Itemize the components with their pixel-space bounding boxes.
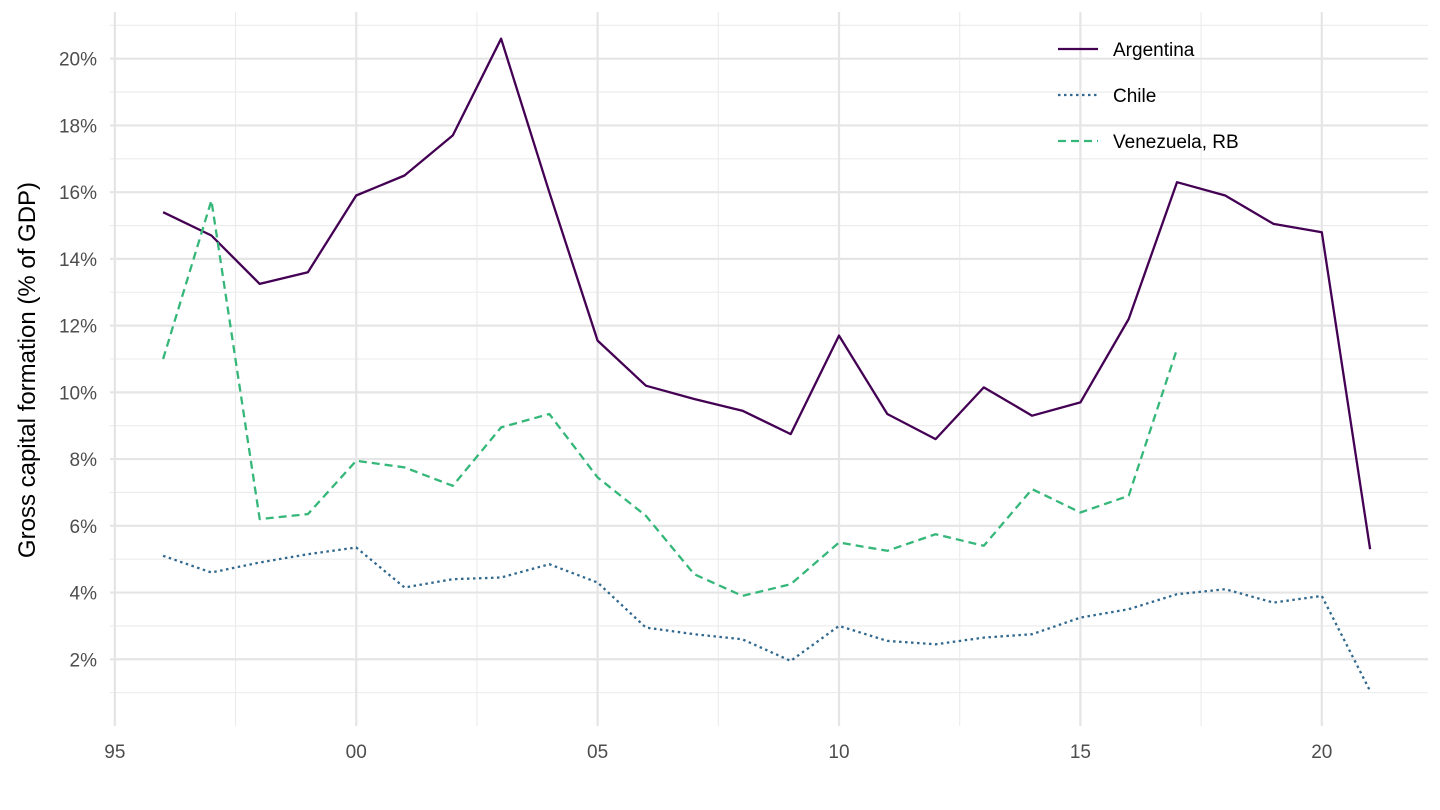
- y-tick-label: 18%: [59, 116, 97, 137]
- major-gridlines: [110, 12, 1428, 726]
- series-lines: [161, 37, 1372, 692]
- y-tick-label: 10%: [59, 383, 97, 404]
- legend: Argentina Chile Venezuela, RB: [1058, 40, 1239, 153]
- x-axis-tick-labels: 95 00 05 10 15 20: [104, 742, 1332, 763]
- series-line-chile: [162, 546, 1372, 692]
- minor-gridlines: [110, 12, 1428, 726]
- y-tick-label: 6%: [70, 517, 98, 538]
- x-tick-label: 05: [587, 742, 608, 763]
- y-axis-tick-labels: 2% 4% 6% 8% 10% 12% 14% 16% 18% 20%: [59, 50, 97, 672]
- series-line-argentina: [162, 37, 1372, 550]
- y-tick-label: 20%: [59, 50, 97, 71]
- x-tick-label: 95: [104, 742, 125, 763]
- x-tick-label: 20: [1311, 742, 1332, 763]
- y-axis-title: Gross capital formation (% of GDP): [14, 182, 41, 558]
- y-tick-label: 12%: [59, 317, 97, 338]
- series-line-venezuela-rb: [161, 199, 1179, 598]
- legend-label-argentina: Argentina: [1113, 40, 1195, 61]
- y-tick-label: 2%: [70, 650, 98, 671]
- x-tick-label: 10: [828, 742, 849, 763]
- y-tick-label: 14%: [59, 250, 97, 271]
- x-tick-label: 15: [1070, 742, 1091, 763]
- y-tick-label: 8%: [70, 450, 98, 471]
- y-tick-label: 4%: [70, 584, 98, 605]
- legend-label-venezuela-rb: Venezuela, RB: [1113, 132, 1239, 153]
- y-tick-label: 16%: [59, 183, 97, 204]
- legend-label-chile: Chile: [1113, 86, 1156, 107]
- x-tick-label: 00: [346, 742, 367, 763]
